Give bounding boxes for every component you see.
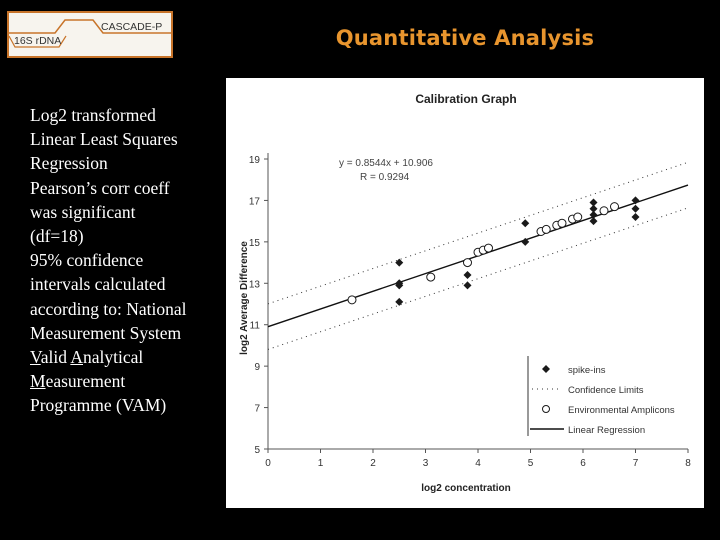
spike-in-point — [631, 196, 640, 205]
x-tick-label: 4 — [475, 458, 481, 469]
bullet-line: Programme (VAM) — [30, 395, 167, 416]
calibration-chart-panel: Calibration Graph log2 concentration log… — [226, 78, 704, 508]
legend-label: Linear Regression — [568, 425, 645, 436]
logo-text-right: CASCADE-P — [101, 21, 162, 33]
x-tick-label: 1 — [318, 458, 324, 469]
bullet-line: intervals calculated — [30, 274, 166, 295]
bullet-line: 95% confidence — [30, 250, 144, 271]
spike-in-point — [463, 281, 472, 290]
bullet-line: Linear Least Squares — [30, 129, 178, 150]
legend-box — [528, 356, 688, 436]
x-tick-label: 3 — [423, 458, 429, 469]
x-axis-label: log2 concentration — [421, 483, 510, 494]
page-title: Quantitative Analysis — [335, 26, 595, 50]
chart-title: Calibration Graph — [415, 92, 516, 106]
amplicon-point — [557, 218, 567, 228]
y-tick-label: 7 — [254, 404, 260, 415]
amplicon-point — [610, 202, 619, 212]
y-tick-label: 5 — [254, 445, 260, 456]
logo-graphic: 16S rDNA CASCADE-P — [9, 19, 171, 48]
calibration-chart: Calibration Graph log2 concentration log… — [239, 92, 691, 494]
bullet-text: Log2 transformed Linear Least Squares Re… — [30, 103, 220, 418]
cascade-logo: 16S rDNA CASCADE-P — [7, 11, 173, 58]
bullet-line: Regression — [30, 153, 108, 174]
spike-in-point — [631, 213, 640, 221]
y-tick-label: 17 — [249, 196, 261, 207]
logo-text-left: 16S rDNA — [14, 35, 61, 47]
spike-in-point — [521, 219, 530, 228]
amplicon-point — [484, 243, 493, 253]
amplicon-point — [426, 272, 436, 282]
legend-label: Confidence Limits — [568, 385, 644, 396]
y-axis-label: log2 Average Difference — [239, 241, 250, 355]
legend-diamond-icon — [542, 365, 550, 373]
spike-in-point — [589, 217, 598, 226]
plot-area: 0 1 2 3 4 5 6 7 8 5 7 9 11 13 15 17 19 — [249, 153, 691, 469]
regression-equation: y = 0.8544x + 10.906 — [339, 158, 433, 169]
bullet-line: Measurement System — [30, 322, 182, 343]
upper-confidence-limit — [267, 161, 689, 305]
chart-legend: spike-ins Confidence Limits Environmental … — [527, 356, 688, 436]
y-tick-label: 13 — [249, 279, 261, 290]
spike-in-point — [463, 271, 472, 279]
spike-in-point — [395, 297, 404, 306]
amplicon-point — [463, 258, 472, 268]
amplicon-point — [599, 206, 609, 216]
spike-in-point — [395, 258, 404, 267]
spike-in-point — [631, 204, 640, 213]
bullet-line: according to: National — [30, 298, 187, 319]
x-tick-label: 7 — [633, 458, 639, 469]
logo-line — [9, 19, 171, 34]
spike-in-point — [395, 281, 404, 290]
y-tick-label: 15 — [249, 238, 261, 249]
correlation-value: R = 0.9294 — [360, 172, 410, 183]
y-tick-label: 11 — [250, 321, 261, 332]
lower-confidence-limit — [267, 207, 689, 350]
spike-in-point — [589, 198, 598, 207]
legend-label: Environmental Amplicons — [568, 405, 675, 416]
y-tick-label: 9 — [254, 362, 260, 373]
amplicon-point — [541, 224, 551, 234]
bullet-line: (df=18) — [30, 226, 84, 247]
amplicon-point — [573, 212, 583, 222]
amplicon-point — [347, 295, 357, 305]
spike-in-point — [589, 204, 598, 213]
y-tick-label: 19 — [249, 155, 261, 166]
bullet-line-underlined: Valid Analytical — [30, 347, 144, 368]
bullet-line: was significant — [30, 201, 136, 222]
legend-label: spike-ins — [568, 365, 606, 376]
logo-bracket — [9, 35, 67, 48]
x-tick-label: 5 — [528, 458, 534, 469]
legend-circle-icon — [542, 405, 550, 413]
bullet-line: Pearson’s corr coeff — [30, 177, 170, 198]
x-tick-label: 2 — [370, 458, 376, 469]
spike-in-point — [521, 237, 530, 246]
x-tick-label: 0 — [265, 458, 271, 469]
x-tick-label: 6 — [580, 458, 586, 469]
spike-in-point — [589, 210, 598, 219]
bullet-line: Log2 transformed — [30, 105, 156, 125]
x-tick-label: 8 — [685, 458, 691, 469]
bullet-line-underlined: Measurement — [30, 371, 126, 392]
